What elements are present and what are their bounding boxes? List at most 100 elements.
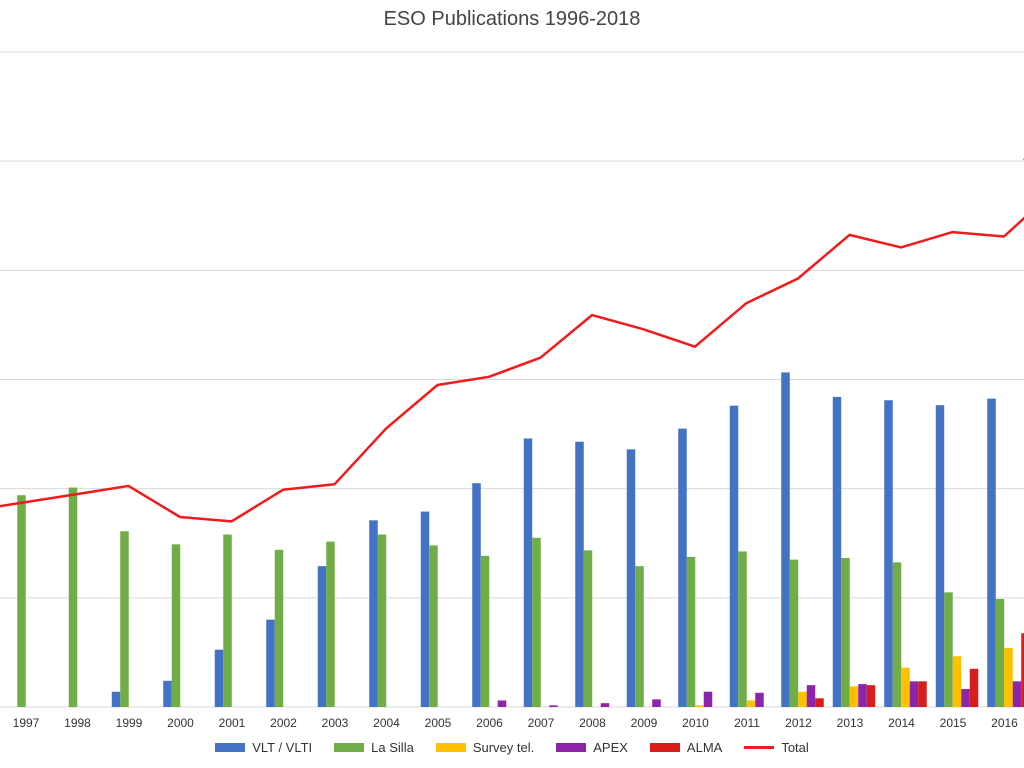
legend-swatch-alma (649, 743, 680, 752)
chart-title: ESO Publications 1996-2018 (383, 8, 641, 30)
legend-swatch-survey-tel (435, 743, 466, 752)
bar-la-silla-2004 (377, 534, 387, 707)
total-line (0, 158, 1024, 523)
bar-survey-tel-2016 (1004, 648, 1013, 707)
bar-vlt-vlti-2015 (935, 405, 945, 707)
x-tick-label-2000: 2000 (167, 716, 194, 730)
bar-la-silla-2000 (171, 544, 181, 707)
bar-apex-2006 (497, 700, 507, 707)
series-total-line (0, 158, 1024, 523)
bar-survey-tel-2010 (695, 705, 704, 707)
bar-apex-2014 (909, 681, 919, 707)
legend-swatch-apex (556, 743, 587, 752)
legend-label-survey-tel: Survey tel. (472, 740, 535, 755)
bar-la-silla-1997 (17, 495, 26, 707)
bar-vlt-vlti-2000 (163, 680, 172, 707)
legend-label-total: Total (781, 740, 809, 755)
bar-vlt-vlti-2012 (781, 372, 790, 707)
bar-la-silla-2013 (841, 557, 850, 707)
bar-vlt-vlti-1999 (111, 691, 121, 707)
bar-la-silla-1999 (120, 531, 129, 707)
bar-la-silla-1998 (68, 487, 78, 707)
bar-apex-2009 (652, 699, 661, 707)
legend-item-survey-tel: Survey tel. (435, 740, 535, 755)
bar-vlt-vlti-2016 (987, 398, 996, 707)
bar-apex-2016 (1012, 681, 1022, 707)
x-tick-label-1999: 1999 (116, 716, 143, 730)
legend-item-vlt-vlti: VLT / VLTI (215, 740, 312, 755)
bar-la-silla-2012 (789, 559, 799, 707)
x-tick-labels: 1997 1998 1999 2000 2001 2002 2003 2004 2005 2006… (13, 716, 1019, 730)
bar-apex-2008 (600, 703, 610, 707)
x-tick-label-2013: 2013 (837, 716, 864, 730)
bar-la-silla-2003 (326, 541, 335, 707)
bar-apex-2007 (549, 705, 558, 707)
x-tick-label-1998: 1998 (64, 716, 91, 730)
bar-alma-2016 (1021, 633, 1024, 707)
bar-la-silla-2005 (429, 545, 438, 707)
x-tick-label-1997: 1997 (13, 716, 40, 730)
legend: VLT / VLTI La Silla Survey tel. APEX ALMA Tot… (0, 740, 1024, 755)
legend-label-alma: ALMA (686, 740, 723, 755)
x-tick-label-2010: 2010 (682, 716, 709, 730)
legend-label-apex: APEX (593, 740, 628, 755)
bar-alma-2012 (815, 698, 824, 707)
x-tick-label-2006: 2006 (476, 716, 503, 730)
bar-vlt-vlti-2010 (678, 428, 687, 707)
bar-survey-tel-2013 (849, 686, 859, 707)
legend-swatch-total (744, 746, 775, 749)
bar-alma-2014 (918, 681, 927, 707)
x-tick-label-2003: 2003 (322, 716, 349, 730)
gridlines (0, 51, 1024, 708)
bar-vlt-vlti-2009 (626, 449, 636, 707)
bar-vlt-vlti-2003 (317, 566, 327, 707)
bar-vlt-vlti-2008 (575, 441, 584, 707)
x-tick-label-2011: 2011 (734, 716, 760, 730)
bar-apex-2012 (806, 685, 816, 707)
bar-apex-2010 (703, 691, 713, 707)
legend-item-total: Total (744, 740, 809, 755)
bar-vlt-vlti-2004 (369, 520, 378, 707)
bar-vlt-vlti-2013 (832, 396, 842, 707)
x-tick-label-2007: 2007 (528, 716, 555, 730)
x-tick-label-2014: 2014 (888, 716, 915, 730)
x-tick-label-2016: 2016 (991, 716, 1018, 730)
legend-item-alma: ALMA (649, 740, 723, 755)
legend-label-vlt-vlti: VLT / VLTI (252, 740, 313, 755)
bar-vlt-vlti-2007 (523, 438, 533, 707)
x-tick-label-2015: 2015 (940, 716, 967, 730)
bars (17, 372, 1024, 707)
x-tick-label-2002: 2002 (270, 716, 297, 730)
bar-apex-2015 (961, 688, 970, 707)
bar-alma-2015 (969, 668, 979, 707)
legend-swatch-vlt-vlti (215, 743, 246, 752)
bar-apex-2013 (858, 684, 867, 707)
bar-vlt-vlti-2014 (884, 400, 893, 707)
bar-la-silla-2011 (738, 551, 747, 707)
x-tick-label-2005: 2005 (425, 716, 452, 730)
bar-la-silla-2016 (995, 598, 1005, 707)
bar-la-silla-2007 (532, 537, 541, 707)
bar-la-silla-2008 (583, 550, 593, 707)
bar-vlt-vlti-2002 (266, 619, 275, 707)
x-tick-label-2012: 2012 (785, 716, 812, 730)
bar-la-silla-2015 (944, 592, 953, 707)
bar-la-silla-2002 (274, 549, 284, 707)
x-tick-label-2001: 2001 (219, 716, 246, 730)
bar-survey-tel-2014 (901, 667, 910, 707)
legend-label-la-silla: La Silla (371, 740, 414, 755)
x-tick-label-2009: 2009 (631, 716, 658, 730)
legend-item-apex: APEX (556, 740, 628, 755)
bar-vlt-vlti-2005 (420, 511, 430, 707)
legend-swatch-la-silla (334, 743, 365, 752)
bar-apex-2011 (755, 692, 764, 707)
bar-la-silla-2010 (686, 556, 696, 707)
bar-la-silla-2006 (480, 555, 490, 707)
bar-vlt-vlti-2006 (472, 483, 481, 707)
bar-survey-tel-2011 (746, 700, 756, 707)
x-tick-label-2008: 2008 (579, 716, 606, 730)
bar-la-silla-2001 (223, 534, 232, 707)
legend-item-la-silla: La Silla (334, 740, 414, 755)
bar-la-silla-2014 (892, 562, 902, 707)
